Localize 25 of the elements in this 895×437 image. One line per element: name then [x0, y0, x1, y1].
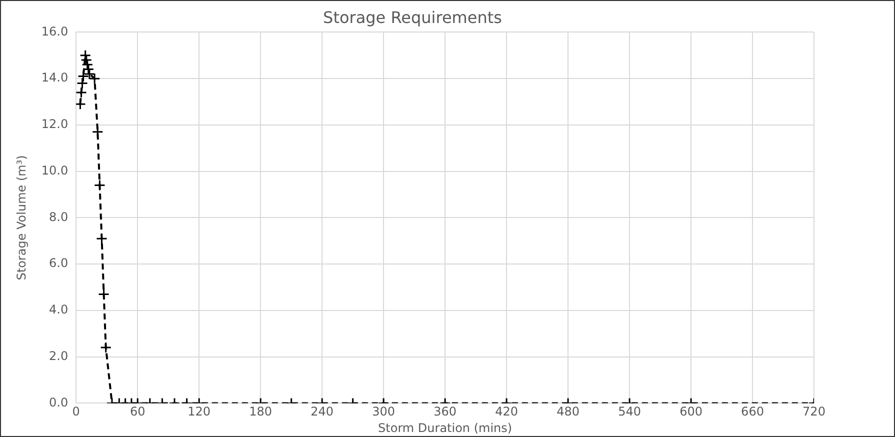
x-tick-label: 60	[130, 404, 146, 419]
y-tick-label: 2.0	[49, 348, 68, 363]
x-tick-label: 420	[495, 404, 518, 419]
x-tick-label: 300	[372, 404, 396, 419]
x-tick-label: 360	[434, 404, 457, 419]
y-tick-label: 12.0	[41, 117, 68, 132]
x-tick-label: 240	[310, 404, 334, 419]
y-tick-label: 16.0	[41, 24, 68, 38]
x-tick-label: 480	[556, 404, 580, 419]
y-tick-label: 14.0	[41, 70, 68, 85]
y-tick-label: 10.0	[41, 163, 68, 178]
x-tick-label: 600	[680, 404, 702, 419]
y-tick-label: 6.0	[49, 256, 68, 270]
y-tick-label: 4.0	[49, 302, 68, 317]
y-tick-label: 8.0	[49, 210, 68, 224]
x-tick-label: 0	[72, 404, 80, 419]
x-tick-label: 120	[188, 404, 211, 419]
x-tick-label: 540	[618, 404, 641, 419]
y-axis-title: Storage Volume (m³)	[14, 155, 28, 280]
x-tick-label: 660	[741, 404, 764, 419]
y-tick-label: 0.0	[49, 395, 68, 410]
chart-title: Storage Requirements	[323, 8, 502, 27]
x-tick-label: 720	[802, 404, 826, 419]
x-axis-title: Storm Duration (mins)	[378, 420, 512, 435]
x-tick-label: 180	[249, 404, 272, 419]
